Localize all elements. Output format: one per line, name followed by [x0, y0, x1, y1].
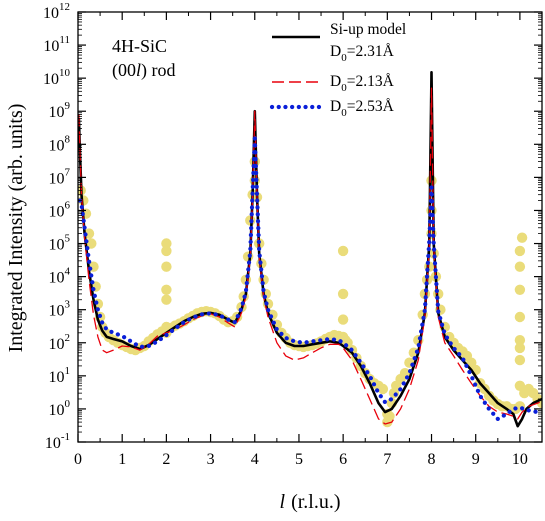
legend-253-d: D — [330, 98, 341, 115]
y-tick-label-9: 108 — [49, 133, 71, 154]
x-tick-label-3: 3 — [207, 451, 215, 468]
y-tick-label-7: 106 — [49, 199, 71, 220]
measured-point-106 — [426, 175, 437, 186]
legend-231-d: D — [330, 43, 341, 60]
measured-point-93 — [384, 411, 395, 422]
axis-ticks: 0 1 2 3 4 5 6 7 8 9 10 10-1 100 101 102 103 104 105 106 107… — [43, 1, 542, 468]
measured-point-4 — [86, 238, 97, 249]
rod-label-italic: l — [136, 60, 141, 80]
legend-213-d: D — [330, 73, 341, 90]
plot-frame — [77, 11, 543, 443]
legend-model-title: Si-up model — [330, 21, 406, 38]
legend-213-sub: 0 — [341, 82, 347, 94]
plot-data-layer — [78, 71, 542, 428]
series-model_253 — [78, 136, 542, 421]
measured-point-137 — [514, 261, 526, 272]
measured-point-26 — [161, 294, 172, 305]
measured-point-28 — [161, 245, 172, 257]
y-tick-label-8: 107 — [49, 166, 71, 187]
x-tick-label-6: 6 — [339, 451, 347, 468]
x-tick-label-7: 7 — [383, 451, 391, 468]
y-tick-label-6: 105 — [49, 233, 71, 254]
measured-point-133 — [514, 342, 526, 354]
rod-label: (00l) rod — [112, 60, 176, 81]
sample-label: 4H-SiC — [112, 36, 167, 56]
series-model_213 — [78, 87, 542, 425]
legend-label-213: D0=2.13Å — [330, 73, 395, 94]
measured-point-136 — [514, 284, 526, 295]
legend: Si-up model D0=2.31Å D0=2.13Å D0=2.53Å — [269, 21, 406, 119]
y-tick-label-13: 1012 — [43, 1, 70, 22]
model_213-curve — [78, 87, 542, 425]
y-tick-label-2: 101 — [49, 365, 71, 386]
legend-label-253: D0=2.53Å — [330, 98, 395, 119]
legend-213-val: =2.13Å — [347, 73, 395, 90]
measured-point-80 — [337, 245, 349, 257]
y-tick-label-1: 100 — [49, 398, 71, 419]
x-tick-label-2: 2 — [162, 451, 170, 468]
rod-label-pre: (00 — [112, 60, 136, 81]
measured-point-132 — [514, 354, 526, 366]
measured-point-139 — [516, 232, 528, 243]
x-tick-label-5: 5 — [295, 451, 303, 468]
measured-point-30 — [161, 284, 172, 295]
y-tick-label-12: 1011 — [43, 34, 70, 55]
x-tick-label-1: 1 — [118, 451, 126, 468]
y-tick-label-11: 1010 — [43, 67, 71, 88]
measured-point-78 — [337, 314, 349, 325]
measured-point-138 — [514, 245, 526, 257]
x-tick-label-9: 9 — [472, 451, 480, 468]
x-axis-title: l (r.l.u.) — [280, 491, 341, 513]
y-tick-label-3: 102 — [49, 332, 71, 353]
measured-point-135 — [514, 311, 526, 323]
rod-label-post: ) rod — [141, 60, 176, 81]
x-tick-label-10: 10 — [512, 451, 528, 468]
x-axis-title-var: l — [280, 491, 286, 513]
x-axis-title-units: (r.l.u.) — [291, 491, 340, 513]
measured-point-29 — [161, 261, 172, 272]
measured-point-90 — [377, 383, 389, 395]
x-tick-label-4: 4 — [251, 451, 259, 468]
x-tick-label-8: 8 — [428, 451, 436, 468]
y-axis-title: Integrated Intensity (arb. units) — [5, 104, 27, 353]
legend-253-val: =2.53Å — [347, 98, 395, 115]
y-tick-label-4: 103 — [49, 299, 71, 320]
legend-231-val: =2.31Å — [347, 43, 395, 60]
legend-253-sub: 0 — [341, 107, 347, 119]
legend-231-sub: 0 — [341, 52, 347, 64]
x-tick-label-0: 0 — [74, 451, 82, 468]
y-tick-label-5: 104 — [49, 266, 71, 287]
measured-point-79 — [337, 288, 349, 300]
y-tick-label-0: 10-1 — [45, 431, 70, 452]
measured-point-27 — [161, 238, 172, 249]
legend-label-231: D0=2.31Å — [330, 43, 395, 64]
model_253-curve — [78, 136, 542, 421]
y-tick-label-10: 109 — [49, 100, 71, 121]
measured-point-134 — [514, 335, 526, 346]
